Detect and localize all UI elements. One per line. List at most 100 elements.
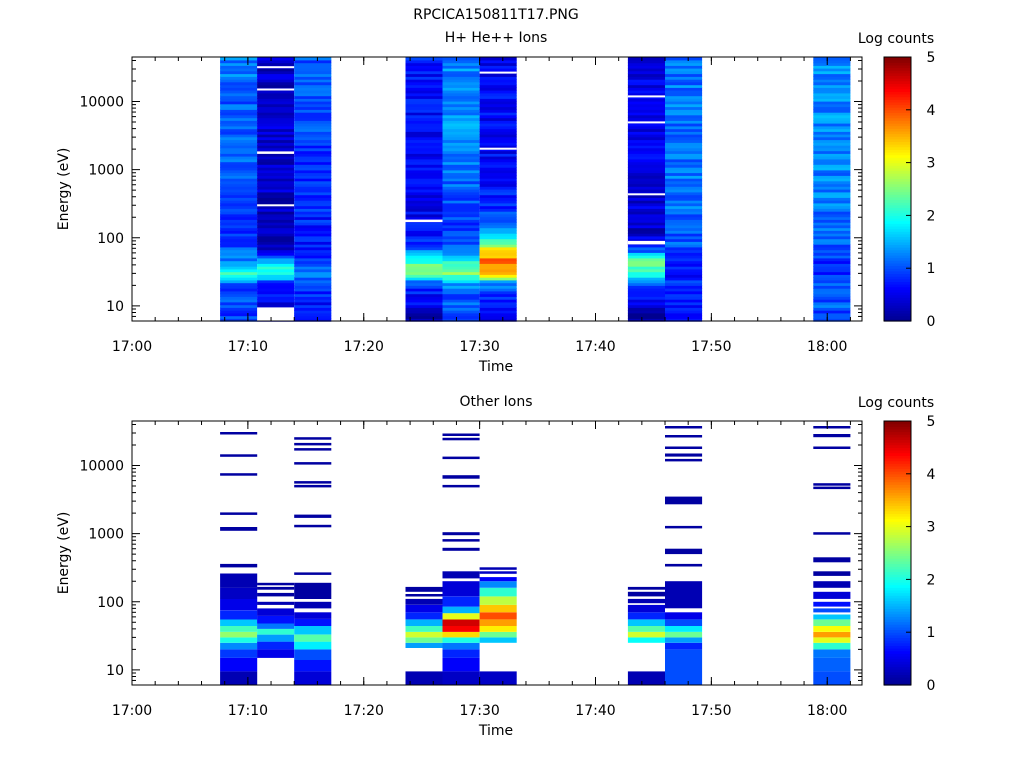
spectrogram-cell bbox=[479, 301, 517, 306]
colorbar-segment bbox=[884, 99, 911, 103]
spectrogram-cell bbox=[220, 169, 258, 174]
spectrogram-cell bbox=[257, 70, 295, 75]
spectrogram-band bbox=[294, 437, 332, 440]
colorbar-segment bbox=[884, 160, 911, 164]
spectrogram-cell bbox=[442, 238, 480, 242]
colorbar-segment bbox=[884, 265, 911, 269]
spectrogram-cell bbox=[627, 183, 665, 187]
spectrogram-cell bbox=[257, 246, 295, 251]
spectrogram-cell bbox=[813, 202, 851, 207]
spectrogram-cell bbox=[220, 252, 258, 256]
spectrogram-band bbox=[813, 642, 851, 650]
spectrogram-cell bbox=[257, 169, 295, 174]
spectrogram-cell bbox=[479, 318, 517, 322]
colorbar-segment bbox=[884, 553, 911, 557]
spectrogram-cell bbox=[220, 79, 258, 83]
spectrogram-cell bbox=[294, 103, 332, 108]
spectrogram-cell bbox=[220, 304, 258, 308]
spectrogram-cell bbox=[405, 109, 443, 113]
spectrogram-cell bbox=[627, 315, 665, 319]
spectrogram-cell bbox=[294, 194, 332, 198]
colorbar-segment bbox=[884, 529, 911, 533]
spectrogram-cell bbox=[294, 304, 332, 308]
spectrogram-band bbox=[442, 613, 480, 620]
spectrogram-cell bbox=[220, 191, 258, 196]
spectrogram-cell bbox=[442, 153, 480, 157]
spectrogram-cell bbox=[665, 279, 703, 284]
spectrogram-cell bbox=[294, 288, 332, 292]
spectrogram-cell bbox=[813, 241, 851, 245]
spectrogram-band bbox=[665, 649, 703, 685]
colorbar-segment bbox=[884, 481, 911, 485]
spectrogram-cell bbox=[257, 299, 295, 303]
spectrogram-cell bbox=[665, 175, 703, 179]
colorbar-segment bbox=[884, 120, 911, 124]
colorbar-segment bbox=[884, 526, 911, 530]
spectrogram-cell bbox=[294, 68, 332, 72]
colorbar-segment bbox=[884, 476, 911, 480]
spectrogram-cell bbox=[442, 125, 480, 130]
spectrogram-cell bbox=[627, 81, 665, 86]
spectrogram-cell bbox=[665, 101, 703, 105]
spectrogram-cell bbox=[665, 222, 703, 226]
spectrogram-cell bbox=[813, 109, 851, 113]
spectrogram-cell bbox=[294, 296, 332, 300]
spectrogram-cell bbox=[813, 186, 851, 190]
colorbar-segment bbox=[884, 661, 911, 665]
colorbar-segment bbox=[884, 450, 911, 454]
spectrogram-cell bbox=[627, 257, 665, 262]
spectrogram-cell bbox=[220, 123, 258, 127]
spectrogram-cell bbox=[257, 103, 295, 108]
spectrogram-cell bbox=[405, 175, 443, 179]
spectrogram-cell bbox=[627, 109, 665, 113]
spectrogram-cell bbox=[220, 156, 258, 160]
spectrogram-cell bbox=[479, 65, 517, 69]
spectrogram-cell bbox=[294, 257, 332, 262]
spectrogram-cell bbox=[627, 103, 665, 108]
colorbar-segment bbox=[884, 455, 911, 459]
spectrogram-cell bbox=[294, 249, 332, 253]
spectrogram-cell bbox=[257, 109, 295, 113]
spectrogram-band bbox=[665, 548, 703, 555]
spectrogram-cell bbox=[220, 153, 258, 157]
spectrogram-cell bbox=[479, 200, 517, 204]
colorbar-segment bbox=[884, 516, 911, 520]
data-gap bbox=[257, 66, 295, 69]
spectrogram-cell bbox=[479, 169, 517, 174]
spectrogram-band bbox=[813, 426, 851, 429]
spectrogram-cell bbox=[665, 98, 703, 102]
spectrogram-cell bbox=[813, 268, 851, 273]
spectrogram-cell bbox=[294, 90, 332, 94]
colorbar-segment bbox=[884, 228, 911, 232]
spectrogram-cell bbox=[665, 106, 703, 110]
colorbar-label: Log counts bbox=[858, 395, 934, 411]
spectrogram-cell bbox=[220, 235, 258, 240]
spectrogram-cell bbox=[665, 57, 703, 61]
spectrogram-cell bbox=[220, 84, 258, 88]
colorbar-segment bbox=[884, 492, 911, 496]
spectrogram-cell bbox=[627, 76, 665, 80]
spectrogram-cell bbox=[405, 156, 443, 160]
spectrogram-cell bbox=[220, 178, 258, 182]
spectrogram-cell bbox=[627, 125, 665, 130]
spectrogram-cell bbox=[257, 139, 295, 143]
spectrogram-band bbox=[257, 586, 295, 590]
colorbar-label: Log counts bbox=[858, 31, 934, 47]
spectrogram-cell bbox=[257, 293, 295, 297]
spectrogram-cell bbox=[479, 224, 517, 229]
spectrogram-cell bbox=[442, 285, 480, 289]
spectrogram-cell bbox=[479, 87, 517, 91]
colorbar-segment bbox=[884, 494, 911, 499]
spectrogram-cell bbox=[220, 131, 258, 135]
spectrogram-cell bbox=[479, 227, 517, 231]
spectrogram-cell bbox=[813, 288, 851, 292]
spectrogram-cell bbox=[479, 266, 517, 270]
spectrogram-band bbox=[442, 619, 480, 626]
spectrogram-band bbox=[405, 632, 443, 638]
spectrogram-cell bbox=[294, 266, 332, 270]
spectrogram-cell bbox=[665, 109, 703, 113]
spectrogram-cell bbox=[479, 246, 517, 251]
spectrogram-cell bbox=[294, 114, 332, 119]
spectrogram-cell bbox=[405, 106, 443, 110]
colorbar-segment bbox=[884, 663, 911, 668]
